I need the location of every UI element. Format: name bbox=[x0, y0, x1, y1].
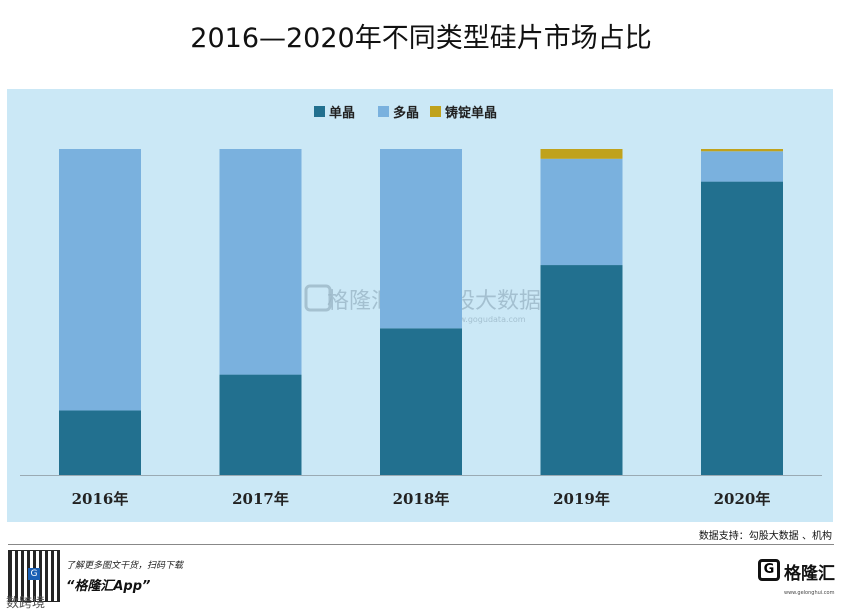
bar-0-3 bbox=[540, 265, 623, 475]
bar-1-1 bbox=[219, 149, 302, 375]
watermark-url: www.gogudata.com bbox=[446, 315, 525, 324]
watermark-logo-icon bbox=[304, 284, 332, 312]
legend-label-2: 铸锭单晶 bbox=[445, 105, 497, 121]
bar-1-0 bbox=[59, 149, 141, 411]
x-tick-label: 2016年 bbox=[72, 490, 129, 508]
bar-0-1 bbox=[219, 374, 302, 475]
promo-line-2: “格隆汇App” bbox=[66, 579, 151, 594]
bar-1-2 bbox=[380, 149, 462, 329]
bar-2-4 bbox=[701, 149, 783, 152]
legend-label-1: 多晶 bbox=[393, 105, 419, 121]
bar-1-3 bbox=[540, 158, 623, 266]
legend-label-0: 单晶 bbox=[329, 105, 355, 121]
chart-title: 2016—2020年不同类型硅片市场占比 bbox=[190, 23, 652, 54]
x-tick-label: 2019年 bbox=[553, 490, 610, 508]
bar-0-4 bbox=[701, 181, 783, 475]
legend-swatch-1 bbox=[378, 106, 389, 117]
bar-1-4 bbox=[701, 151, 783, 182]
brand-logo-url: www.gelonghui.com bbox=[784, 590, 835, 596]
brand-logo-text: 格隆汇 bbox=[784, 564, 835, 584]
x-tick-label: 2020年 bbox=[714, 490, 771, 508]
legend-swatch-2 bbox=[430, 106, 441, 117]
x-tick-label: 2017年 bbox=[232, 490, 289, 508]
brand-logo-icon: G bbox=[758, 559, 780, 581]
x-tick-label: 2018年 bbox=[393, 490, 450, 508]
promo-line-1: 了解更多图文干货，扫码下载 bbox=[66, 561, 184, 571]
legend-swatch-0 bbox=[314, 106, 325, 117]
footer-divider bbox=[8, 544, 834, 545]
bar-2-3 bbox=[540, 149, 623, 159]
corner-watermark: 数跨境 bbox=[6, 596, 46, 611]
qr-badge-icon: G bbox=[28, 568, 40, 580]
bar-0-0 bbox=[59, 410, 141, 475]
source-note: 数据支持：勾股大数据 、机构 bbox=[698, 531, 832, 542]
bar-0-2 bbox=[380, 328, 462, 475]
